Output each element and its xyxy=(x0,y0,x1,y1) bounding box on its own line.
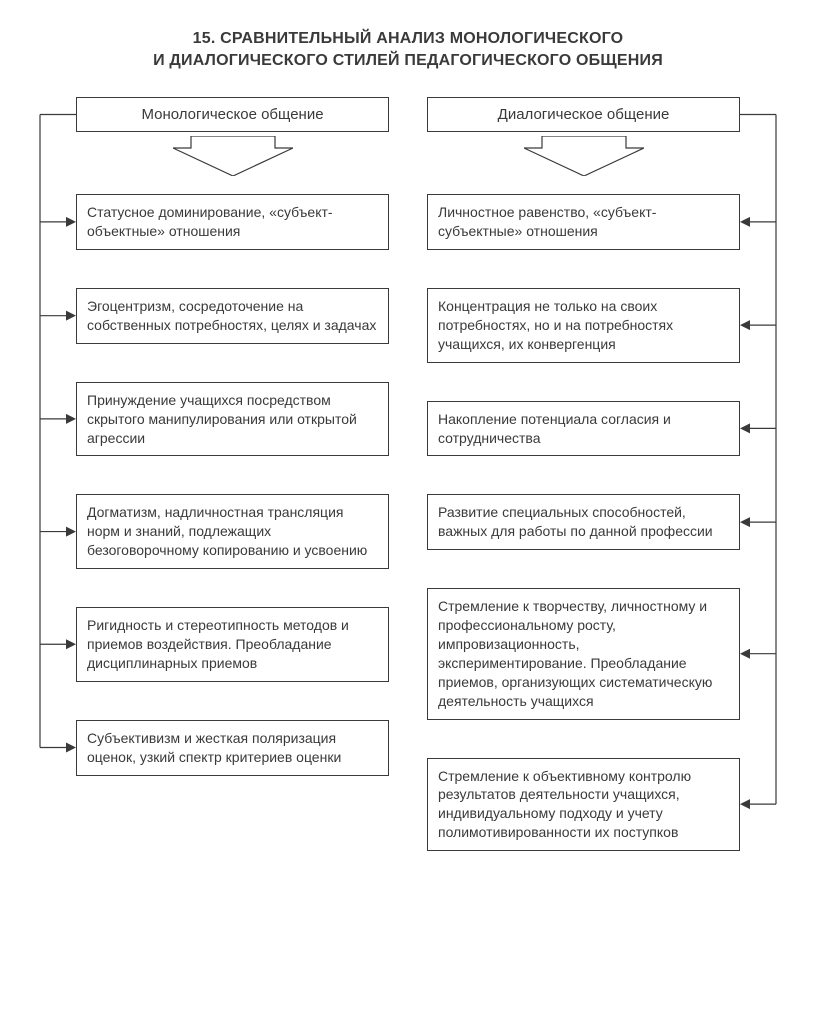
left-item-text: Принуждение учащихся посредством скрытог… xyxy=(87,392,357,446)
title-line-1: 15. СРАВНИТЕЛЬНЫЙ АНАЛИЗ МОНОЛОГИЧЕСКОГО xyxy=(193,30,624,47)
left-item-box: Ригидность и стереотипность методов и пр… xyxy=(76,607,389,682)
left-item-box: Субъективизм и жесткая поляризация оцено… xyxy=(76,720,389,776)
left-item-box: Принуждение учащихся посредством скрытог… xyxy=(76,382,389,457)
right-down-arrow xyxy=(427,136,740,180)
right-item-box: Стремление к творчеству, личностному и п… xyxy=(427,588,740,719)
columns-container: Монологическое общение Статусное доминир… xyxy=(20,97,796,851)
right-item-text: Личностное равенство, «субъект-субъектны… xyxy=(438,204,656,239)
left-header-box: Монологическое общение xyxy=(76,97,389,132)
right-item-box: Концентрация не только на своих потребно… xyxy=(427,288,740,363)
page-title: 15. СРАВНИТЕЛЬНЫЙ АНАЛИЗ МОНОЛОГИЧЕСКОГО… xyxy=(20,28,796,71)
right-header-box: Диалогическое общение xyxy=(427,97,740,132)
right-column: Диалогическое общение Личностное равенст… xyxy=(427,97,740,851)
right-item-box: Накопление потенциала согласия и сотрудн… xyxy=(427,401,740,457)
left-item-box: Статусное доминирование, «субъект-объект… xyxy=(76,194,389,250)
comparison-diagram: Монологическое общение Статусное доминир… xyxy=(20,97,796,851)
left-column: Монологическое общение Статусное доминир… xyxy=(76,97,389,851)
right-item-text: Концентрация не только на своих потребно… xyxy=(438,298,673,352)
right-item-box: Стремление к объективному контролю резул… xyxy=(427,758,740,852)
left-header-label: Монологическое общение xyxy=(141,106,323,123)
right-item-box: Личностное равенство, «субъект-субъектны… xyxy=(427,194,740,250)
right-item-text: Стремление к объективному контролю резул… xyxy=(438,768,691,841)
title-line-2: И ДИАЛОГИЧЕСКОГО СТИЛЕЙ ПЕДАГОГИЧЕСКОГО … xyxy=(153,52,663,69)
left-item-text: Догматизм, надличностная трансляция норм… xyxy=(87,504,367,558)
left-item-text: Ригидность и стереотипность методов и пр… xyxy=(87,617,349,671)
left-item-box: Эгоцентризм, сосредоточение на собственн… xyxy=(76,288,389,344)
left-item-text: Эгоцентризм, сосредоточение на собственн… xyxy=(87,298,376,333)
right-item-text: Стремление к творчеству, личностному и п… xyxy=(438,598,712,708)
right-item-box: Развитие специальных способностей, важны… xyxy=(427,494,740,550)
right-item-text: Накопление потенциала согласия и сотрудн… xyxy=(438,411,671,446)
left-item-text: Статусное доминирование, «субъект-объект… xyxy=(87,204,333,239)
left-item-box: Догматизм, надличностная трансляция норм… xyxy=(76,494,389,569)
left-down-arrow xyxy=(76,136,389,180)
left-item-text: Субъективизм и жесткая поляризация оцено… xyxy=(87,730,341,765)
right-item-text: Развитие специальных способностей, важны… xyxy=(438,504,713,539)
right-header-label: Диалогическое общение xyxy=(498,106,670,123)
